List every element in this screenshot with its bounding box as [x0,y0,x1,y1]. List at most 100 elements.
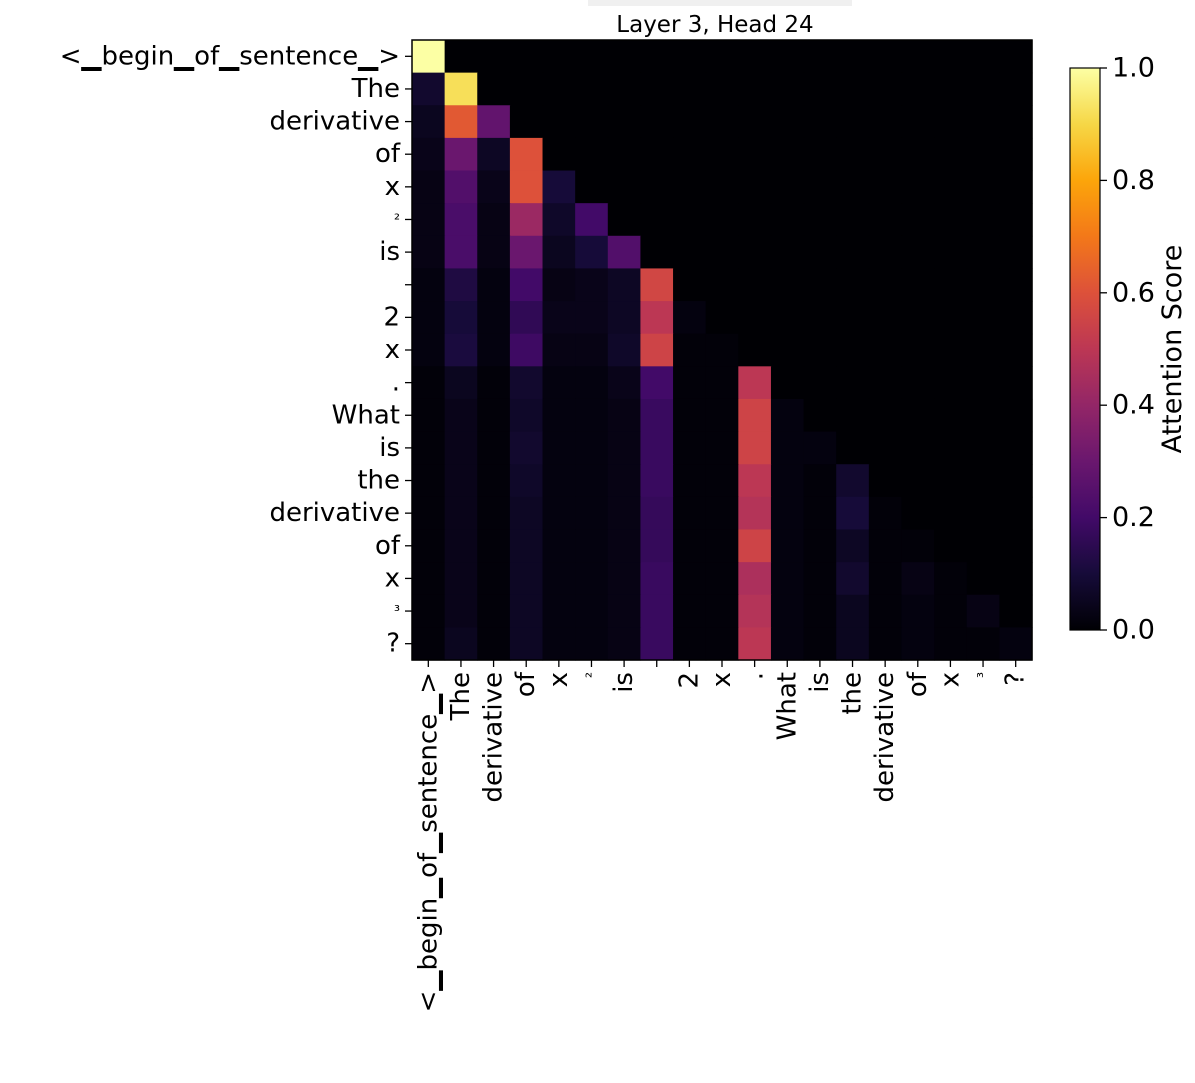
heatmap-cell [412,529,446,563]
heatmap-cell [542,40,576,74]
heatmap-cell [509,301,544,335]
heatmap-cell [803,333,837,367]
heatmap-cell [607,235,642,270]
heatmap-cell [738,398,772,433]
heatmap-cell [738,529,772,563]
heatmap-cell [836,594,870,628]
x-tick-label: x [935,672,965,687]
heatmap-cell [868,627,903,661]
heatmap-cell [640,627,674,661]
heatmap-cell [836,464,870,498]
heatmap-cell [803,627,837,661]
heatmap-cell [509,366,544,400]
heatmap-cell [705,431,739,465]
heatmap-cell [477,398,511,433]
heatmap-cell [770,562,805,596]
heatmap-cell [999,137,1033,172]
heatmap-cell [477,333,511,367]
heatmap-cell [770,333,805,367]
x-tick-label: What [772,672,802,740]
heatmap-cell [705,72,739,106]
heatmap-cell [542,398,576,433]
heatmap-cell [542,333,576,367]
heatmap-cell [412,268,446,302]
heatmap-cell [836,137,870,172]
heatmap-cell [412,137,446,172]
heatmap-cell [836,72,870,106]
heatmap-cell [640,562,674,596]
heatmap-cell [999,72,1033,106]
heatmap-cell [444,398,478,433]
colorbar-tick-label: 0.4 [1112,390,1155,421]
heatmap-cell [966,562,1000,596]
heatmap-cell [509,431,544,465]
heatmap-cell [738,562,772,596]
heatmap-cell [901,627,935,661]
plot-title-group: Layer 3, Head 24 [588,0,852,38]
heatmap-cell [640,137,674,172]
heatmap-cell [444,366,478,400]
heatmap-cell [673,235,707,270]
heatmap-cell [542,562,576,596]
heatmap-cell [738,170,772,204]
heatmap-cell [673,203,707,237]
heatmap-cell [966,268,1000,302]
heatmap-cell [705,562,739,596]
heatmap-cell [575,627,609,661]
y-tick-label: ? [386,629,400,659]
heatmap-cell [803,105,837,139]
heatmap-cell [868,301,903,335]
heatmap-cell [444,529,478,563]
heatmap-cell [770,529,805,563]
heatmap-cell [575,464,609,498]
heatmap-cell [934,366,968,400]
heatmap-cell [738,72,772,106]
heatmap-cell [966,627,1000,661]
heatmap-cell [575,496,609,531]
heatmap-cell [770,627,805,661]
heatmap-cell [575,72,609,106]
heatmap-cell [412,464,446,498]
heatmap-cell [640,72,674,106]
y-tick-label: x [385,172,400,202]
heatmap-cell [575,301,609,335]
heatmap-cell [477,203,511,237]
heatmap-cell [999,333,1033,367]
x-tick-label: ² [582,672,600,678]
heatmap-cell [901,137,935,172]
heatmap-cell [575,398,609,433]
heatmap-cell [738,301,772,335]
heatmap-cell [444,333,478,367]
heatmap-cell [738,366,772,400]
heatmap-cell [999,431,1033,465]
heatmap-cell [444,235,478,270]
y-tick-label: is [379,433,400,463]
heatmap-cell [575,366,609,400]
heatmap-cell [836,529,870,563]
heatmap-cell [868,203,903,237]
y-tick-label: ³ [394,602,400,620]
heatmap-cell [966,137,1000,172]
heatmap-cell [575,105,609,139]
heatmap-cell [575,235,609,270]
heatmap-cell [640,268,674,302]
heatmap-cell [966,301,1000,335]
heatmap-cell [607,203,642,237]
heatmap-cell [607,333,642,367]
heatmap-cell [673,105,707,139]
heatmap-cell [542,627,576,661]
heatmap-cell [738,137,772,172]
heatmap-cell [640,333,674,367]
heatmap-cell [868,40,903,74]
heatmap-cell [836,268,870,302]
heatmap-cell [477,40,511,74]
heatmap-cell [542,366,576,400]
heatmap-cell [705,627,739,661]
heatmap-cell [738,235,772,270]
heatmap-cell [803,496,837,531]
heatmap-cell [770,137,805,172]
heatmap-cell [640,170,674,204]
heatmap-cell [901,301,935,335]
heatmap-cell [868,594,903,628]
heatmap-cell [705,464,739,498]
